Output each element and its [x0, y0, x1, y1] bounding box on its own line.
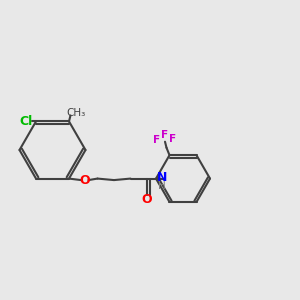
Text: F: F — [169, 134, 176, 144]
Text: O: O — [79, 174, 90, 187]
Text: F: F — [161, 130, 169, 140]
Text: N: N — [157, 171, 167, 184]
Text: H: H — [158, 181, 166, 191]
Text: O: O — [142, 193, 152, 206]
Text: F: F — [153, 135, 160, 145]
Text: CH₃: CH₃ — [66, 108, 85, 118]
Text: Cl: Cl — [20, 115, 33, 128]
